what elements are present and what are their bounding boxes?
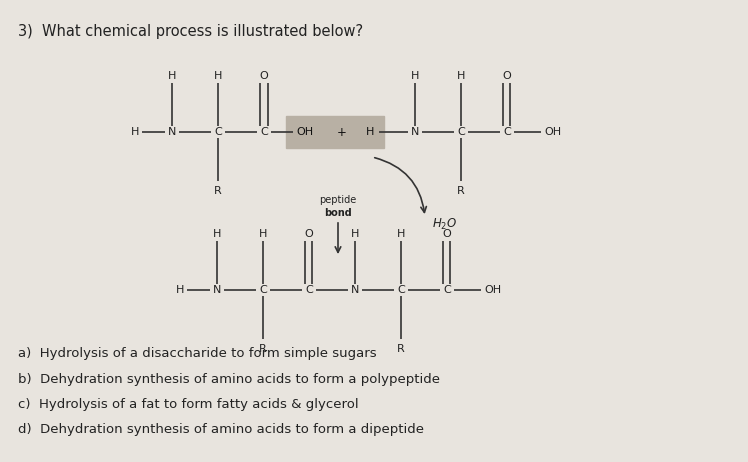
Text: H: H (351, 229, 359, 239)
Text: C: C (457, 127, 465, 137)
Text: H: H (214, 71, 222, 81)
Text: H: H (396, 229, 405, 239)
Text: a)  Hydrolysis of a disaccharide to form simple sugars: a) Hydrolysis of a disaccharide to form … (18, 347, 377, 360)
Text: 3)  What chemical process is illustrated below?: 3) What chemical process is illustrated … (18, 24, 363, 39)
Text: H: H (131, 127, 139, 137)
FancyBboxPatch shape (286, 116, 384, 148)
Text: C: C (259, 285, 267, 295)
Text: bond: bond (324, 208, 352, 218)
Text: peptide: peptide (319, 195, 357, 205)
Text: OH: OH (296, 127, 313, 137)
Text: H: H (259, 229, 267, 239)
Text: C: C (503, 127, 511, 137)
Text: $H_2O$: $H_2O$ (432, 217, 458, 231)
Text: N: N (411, 127, 419, 137)
Text: H: H (411, 71, 419, 81)
Text: H: H (457, 71, 465, 81)
Text: O: O (443, 229, 451, 239)
Text: H: H (366, 127, 374, 137)
Text: C: C (260, 127, 268, 137)
Text: d)  Dehydration synthesis of amino acids to form a dipeptide: d) Dehydration synthesis of amino acids … (18, 424, 424, 437)
Text: c)  Hydrolysis of a fat to form fatty acids & glycerol: c) Hydrolysis of a fat to form fatty aci… (18, 398, 358, 411)
Text: OH: OH (485, 285, 502, 295)
Text: C: C (443, 285, 451, 295)
Text: O: O (503, 71, 512, 81)
Text: C: C (305, 285, 313, 295)
Text: R: R (214, 186, 222, 196)
Text: N: N (168, 127, 177, 137)
Text: +: + (337, 126, 347, 139)
Text: N: N (351, 285, 359, 295)
Text: R: R (457, 186, 465, 196)
Text: H: H (176, 285, 184, 295)
Text: O: O (260, 71, 269, 81)
Text: H: H (213, 229, 221, 239)
Text: R: R (397, 344, 405, 354)
Text: C: C (397, 285, 405, 295)
Text: R: R (259, 344, 267, 354)
Text: OH: OH (545, 127, 562, 137)
Text: b)  Dehydration synthesis of amino acids to form a polypeptide: b) Dehydration synthesis of amino acids … (18, 372, 440, 385)
Text: N: N (213, 285, 221, 295)
Text: O: O (304, 229, 313, 239)
Text: C: C (214, 127, 222, 137)
Text: H: H (168, 71, 177, 81)
